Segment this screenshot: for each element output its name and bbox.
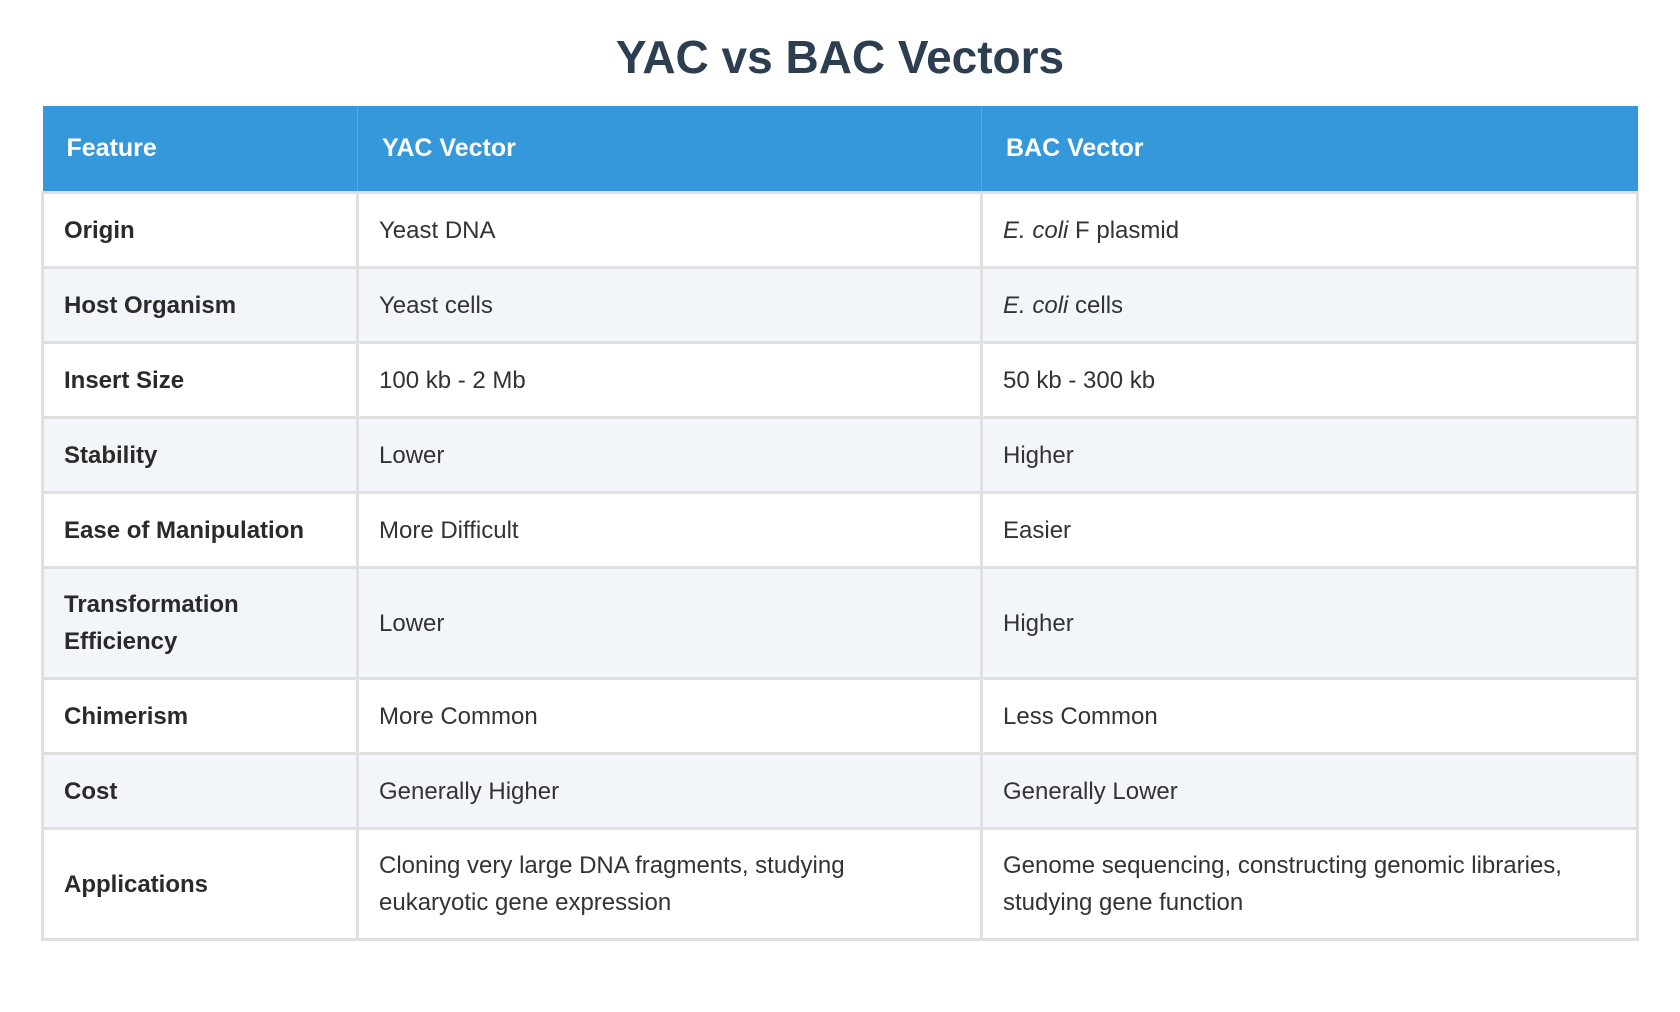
table-row: Insert Size 100 kb - 2 Mb 50 kb - 300 kb bbox=[41, 341, 1639, 419]
feature-cell: Host Organism bbox=[41, 266, 359, 344]
bac-text: Less Common bbox=[1003, 702, 1158, 730]
table-header-row: Feature YAC Vector BAC Vector bbox=[42, 106, 1638, 193]
feature-cell: Origin bbox=[41, 191, 359, 269]
table-row: Chimerism More Common Less Common bbox=[41, 677, 1639, 755]
yac-cell: Yeast cells bbox=[356, 266, 983, 344]
bac-cell: Easier bbox=[980, 491, 1639, 569]
table-row: Cost Generally Higher Generally Lower bbox=[41, 752, 1639, 830]
bac-cell: E. coli cells bbox=[980, 266, 1639, 344]
bac-cell: Less Common bbox=[980, 677, 1639, 755]
table-row: Applications Cloning very large DNA fragm… bbox=[41, 827, 1639, 941]
feature-cell: Applications bbox=[41, 827, 359, 941]
bac-text: F plasmid bbox=[1068, 216, 1180, 244]
column-header-bac: BAC Vector bbox=[981, 106, 1638, 193]
bac-text: Higher bbox=[1003, 609, 1074, 637]
yac-cell: Lower bbox=[356, 416, 983, 494]
bac-text: Easier bbox=[1003, 516, 1072, 544]
bac-cell: 50 kb - 300 kb bbox=[980, 341, 1639, 419]
bac-cell: Higher bbox=[980, 566, 1639, 680]
feature-cell: Ease of Manipulation bbox=[41, 491, 359, 569]
table-row: Origin Yeast DNA E. coli F plasmid bbox=[41, 191, 1639, 269]
bac-text: 50 kb - 300 kb bbox=[1003, 366, 1156, 394]
feature-cell: Stability bbox=[41, 416, 359, 494]
page-title: YAC vs BAC Vectors bbox=[615, 31, 1065, 83]
feature-cell: Chimerism bbox=[41, 677, 359, 755]
bac-text: Generally Lower bbox=[1003, 777, 1178, 805]
bac-cell: Generally Lower bbox=[980, 752, 1639, 830]
table-row: Host Organism Yeast cells E. coli cells bbox=[41, 266, 1639, 344]
bac-text: cells bbox=[1068, 291, 1124, 319]
table-row: Ease of Manipulation More Difficult Easier bbox=[41, 491, 1639, 569]
feature-cell: Transformation Efficiency bbox=[41, 566, 359, 680]
table-row: Transformation Efficiency Lower Higher bbox=[41, 566, 1639, 680]
table-row: Stability Lower Higher bbox=[41, 416, 1639, 494]
bac-cell: E. coli F plasmid bbox=[980, 191, 1639, 269]
yac-cell: Generally Higher bbox=[356, 752, 983, 830]
bac-text: Higher bbox=[1003, 441, 1074, 469]
bac-italic-text: E. coli bbox=[1003, 291, 1069, 319]
bac-cell: Higher bbox=[980, 416, 1639, 494]
column-header-feature: Feature bbox=[42, 106, 358, 193]
yac-cell: More Difficult bbox=[356, 491, 983, 569]
feature-cell: Cost bbox=[41, 752, 359, 830]
bac-cell: Genome sequencing, constructing genomic … bbox=[980, 827, 1639, 941]
bac-italic-text: E. coli bbox=[1003, 216, 1069, 244]
bac-text: Genome sequencing, constructing genomic … bbox=[1003, 852, 1562, 916]
column-header-yac: YAC Vector bbox=[357, 106, 982, 193]
yac-cell: Yeast DNA bbox=[356, 191, 983, 269]
yac-cell: More Common bbox=[356, 677, 983, 755]
yac-cell: 100 kb - 2 Mb bbox=[356, 341, 983, 419]
yac-cell: Cloning very large DNA fragments, studyi… bbox=[356, 827, 983, 941]
comparison-table: Feature YAC Vector BAC Vector Origin Yeas… bbox=[41, 106, 1639, 941]
feature-cell: Insert Size bbox=[41, 341, 359, 419]
yac-cell: Lower bbox=[356, 566, 983, 680]
